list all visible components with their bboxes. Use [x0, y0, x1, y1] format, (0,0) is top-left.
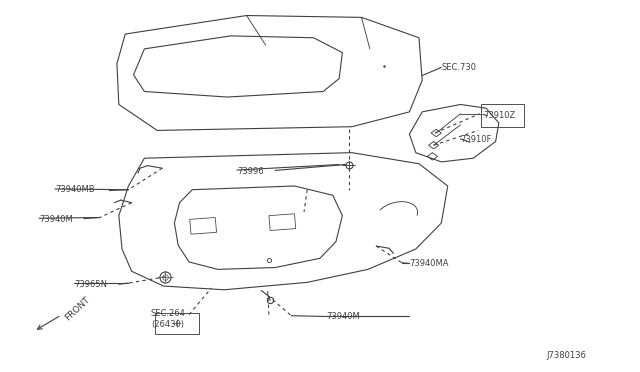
Text: SEC.264: SEC.264	[151, 310, 186, 318]
Text: 73940M: 73940M	[326, 312, 360, 321]
Text: J7380136: J7380136	[547, 351, 587, 360]
Text: 73910F: 73910F	[461, 135, 492, 144]
Text: 73996: 73996	[237, 167, 264, 176]
Text: FRONT: FRONT	[63, 295, 92, 322]
Text: 73910Z: 73910Z	[483, 111, 515, 120]
Text: 73940MB: 73940MB	[55, 185, 95, 194]
Text: 73965N: 73965N	[74, 280, 107, 289]
Text: 73940MA: 73940MA	[410, 259, 449, 268]
Text: (26430): (26430)	[151, 321, 184, 330]
Text: 73940M: 73940M	[39, 215, 73, 224]
Text: SEC.730: SEC.730	[442, 63, 476, 72]
